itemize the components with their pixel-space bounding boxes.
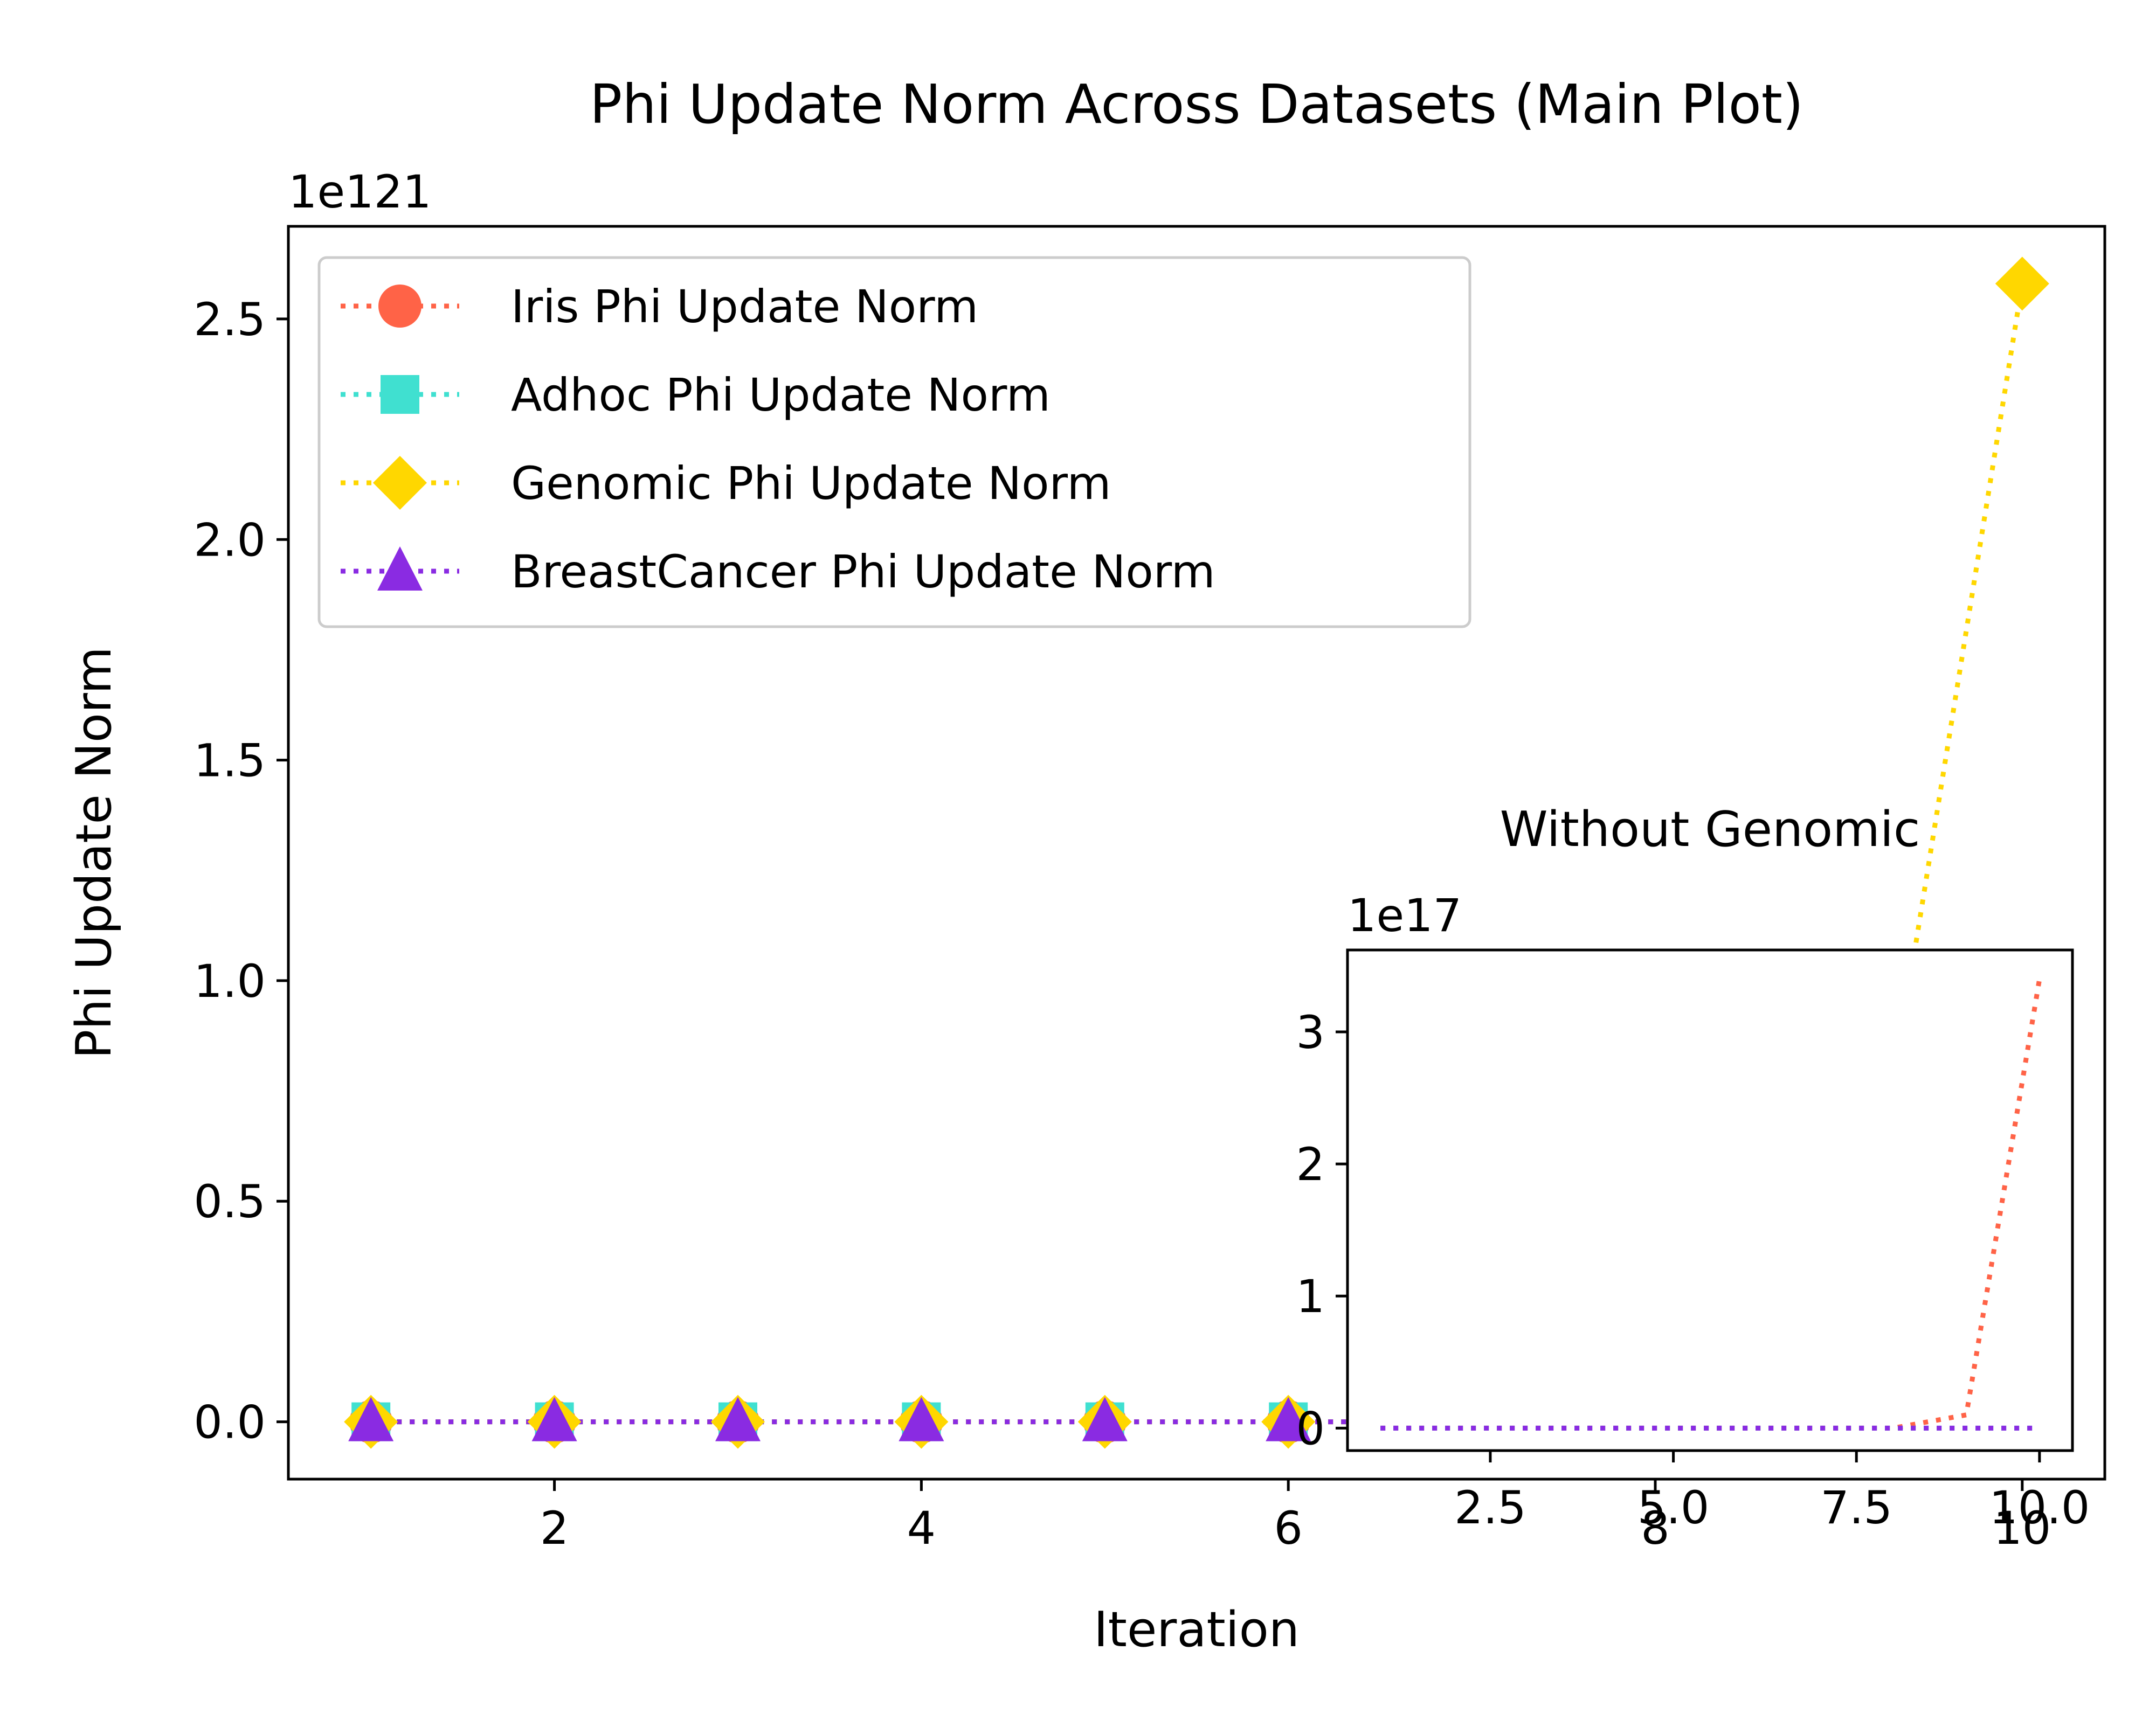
inset-plot: 2.5 5.0 7.5 10.0 0 1 2 3 1e17 Without Genomic	[1296, 801, 2090, 1534]
inset-x-tick-label: 5.0	[1637, 1481, 1710, 1534]
inset-y-tick-label: 0	[1296, 1402, 1325, 1455]
data-point-3-0	[348, 1397, 394, 1441]
legend-marker	[381, 375, 419, 414]
y-offset-label: 1e121	[288, 165, 431, 218]
inset-x-tick-label: 7.5	[1820, 1481, 1892, 1534]
y-tick-label: 2.0	[194, 514, 266, 566]
inset-plot-area	[1348, 950, 2072, 1451]
y-tick-label: 1.0	[194, 955, 266, 1008]
data-point-3-2	[715, 1397, 761, 1441]
data-point-3-3	[899, 1397, 944, 1441]
y-tick-label: 2.5	[194, 293, 266, 346]
legend-label: Genomic Phi Update Norm	[511, 457, 1111, 510]
data-point-3-5	[1266, 1397, 1311, 1441]
legend: Iris Phi Update Norm Adhoc Phi Update Nor…	[317, 256, 1471, 628]
legend-label: BreastCancer Phi Update Norm	[511, 545, 1215, 598]
y-tick-label: 0.5	[194, 1175, 266, 1228]
x-tick-label: 6	[1274, 1502, 1302, 1555]
x-tick-label: 10	[1993, 1502, 2051, 1555]
legend-marker	[377, 546, 423, 591]
chart-title: Phi Update Norm Across Datasets (Main Pl…	[590, 73, 1803, 136]
inset-title: Without Genomic	[1500, 801, 1920, 858]
x-tick-label: 4	[907, 1502, 936, 1555]
x-tick-label: 8	[1641, 1502, 1669, 1555]
data-point-3-4	[1082, 1397, 1128, 1441]
y-axis-label: Phi Update Norm	[66, 647, 122, 1059]
inset-x-tick-label: 2.5	[1454, 1481, 1526, 1534]
legend-item: Adhoc Phi Update Norm	[341, 369, 1051, 421]
legend-item: Genomic Phi Update Norm	[341, 456, 1111, 510]
x-tick-label: 2	[540, 1502, 569, 1555]
x-axis-label: Iteration	[1094, 1601, 1300, 1658]
legend-marker	[378, 285, 421, 328]
y-tick-label: 0.0	[194, 1396, 266, 1449]
inset-y-tick-label: 1	[1296, 1270, 1325, 1323]
legend-item: BreastCancer Phi Update Norm	[341, 545, 1215, 598]
legend-item: Iris Phi Update Norm	[341, 280, 978, 333]
legend-label: Iris Phi Update Norm	[511, 280, 978, 333]
main-axes-frame	[287, 225, 2106, 1481]
inset-y-tick-label: 2	[1296, 1138, 1325, 1191]
legend-box	[317, 256, 1471, 628]
legend-label: Adhoc Phi Update Norm	[511, 369, 1051, 421]
inset-y-tick-label: 3	[1296, 1006, 1325, 1059]
data-point-3-1	[531, 1397, 577, 1441]
inset-y-offset-label: 1e17	[1348, 889, 1462, 942]
inset-axes-frame	[1346, 948, 2074, 1452]
legend-marker	[373, 456, 427, 510]
inset-x-tick-label: 10.0	[1989, 1481, 2090, 1534]
data-point-2-9	[1995, 256, 2049, 311]
y-tick-label: 1.5	[194, 734, 266, 787]
